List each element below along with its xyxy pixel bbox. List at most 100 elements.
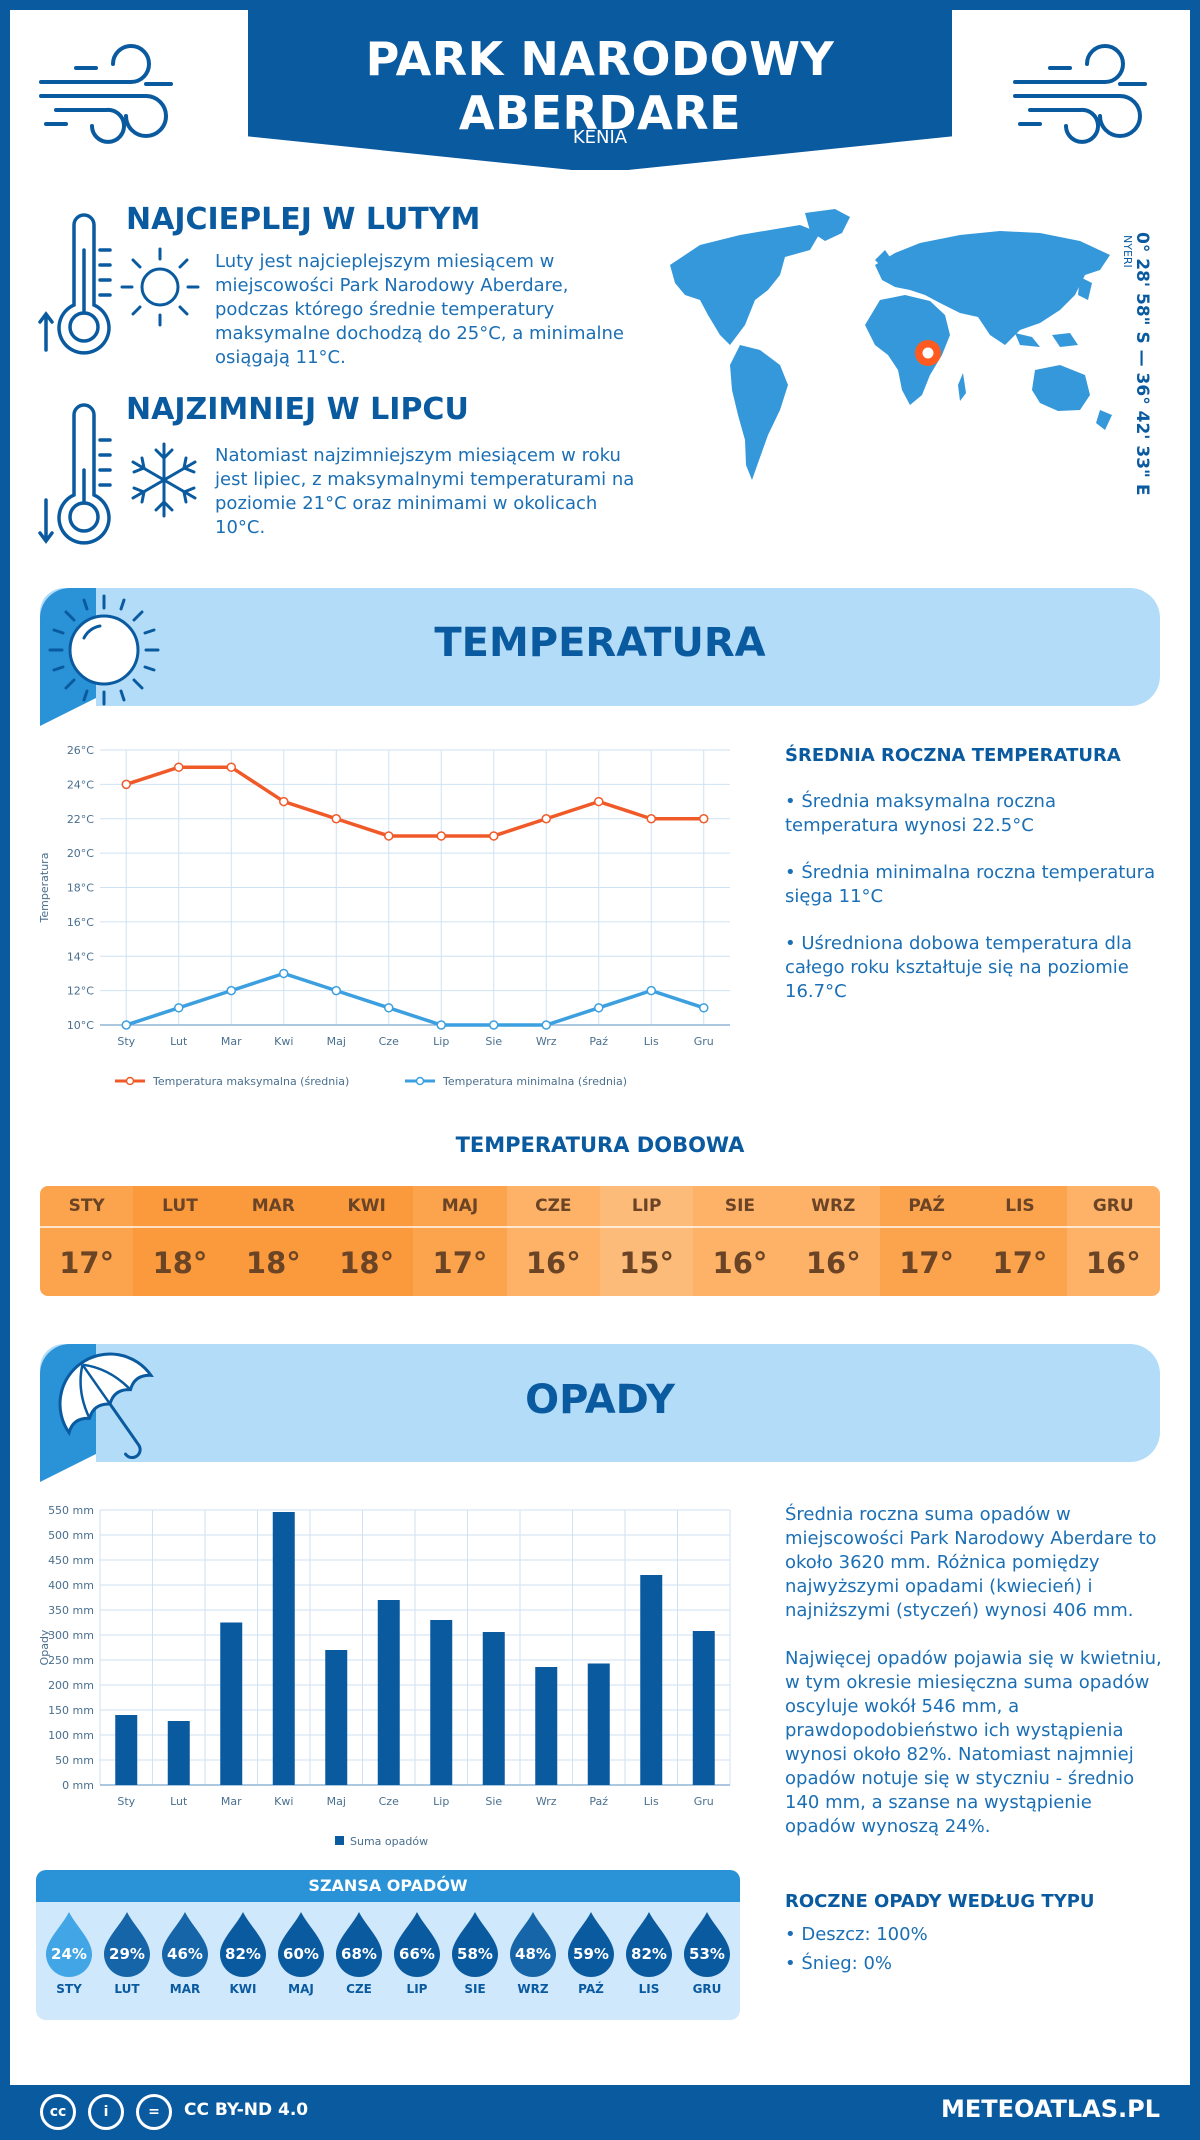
- max-temp-point: [541, 814, 551, 824]
- y-tick-label: 150 mm: [48, 1704, 94, 1717]
- raindrop-icon: 82%: [220, 1912, 266, 1977]
- raindrop-shape: [278, 1912, 324, 1977]
- precip-bar: [535, 1667, 558, 1785]
- raindrop-icon: 53%: [684, 1912, 730, 1977]
- min-temp-point: [279, 968, 289, 979]
- daily-temp-cell: CZE 16°: [506, 1186, 600, 1296]
- x-tick-label: Sty: [117, 1795, 135, 1808]
- precip-bar: [482, 1632, 505, 1785]
- daily-temp-month: STY: [68, 1196, 105, 1216]
- precip-chance-value: 82%: [631, 1945, 667, 1963]
- min-temp-line: [125, 971, 705, 1027]
- temperature-title: TEMPERATURA: [434, 620, 766, 666]
- min-temp-point: [489, 1020, 499, 1030]
- raindrop-icon: 66%: [394, 1912, 440, 1977]
- precip-rain-share: • Deszcz: 100%: [785, 1924, 928, 1945]
- precip-title: OPADY: [525, 1377, 675, 1423]
- x-tick-label: Lut: [170, 1795, 188, 1808]
- precip-detail-text: Najwięcej opadów pojawia się w kwietniu,…: [785, 1648, 1162, 1837]
- thermometer-cold-icon: [38, 403, 112, 545]
- x-tick-label: Mar: [221, 1795, 242, 1808]
- min-temp-point: [699, 1003, 709, 1013]
- daily-temp-value: 16°: [506, 1226, 600, 1296]
- max-temp-line: [125, 765, 704, 838]
- min-temp-point: [384, 1003, 394, 1013]
- legend-marker: [125, 1076, 135, 1086]
- raindrop-shape: [220, 1912, 266, 1977]
- temperature-banner: [40, 588, 1160, 706]
- wind-icon-right: [1013, 44, 1147, 144]
- x-tick-label: Mar: [221, 1035, 242, 1048]
- daily-temp-value: 17°: [413, 1226, 507, 1296]
- precip-bar: [167, 1721, 190, 1785]
- precip-bar: [692, 1631, 715, 1785]
- y-tick-label: 0 mm: [62, 1779, 94, 1792]
- warmest-title: NAJCIEPLEJ W LUTYM: [126, 202, 481, 237]
- daily-temp-cell: LIS 17°: [973, 1186, 1067, 1296]
- daily-temp-cell: LIP 15°: [599, 1186, 694, 1296]
- precip-type-title: ROCZNE OPADY WEDŁUG TYPU: [785, 1891, 1095, 1912]
- daily-temp-cell: KWI 18°: [319, 1186, 414, 1296]
- raindrop-shape: [394, 1912, 440, 1977]
- precip-chance-month: WRZ: [517, 1982, 549, 1996]
- max-temp-point: [174, 762, 184, 772]
- thermometer-warm-icon: [38, 213, 112, 355]
- daily-temp-month: LUT: [162, 1196, 198, 1216]
- x-tick-label: Kwi: [274, 1035, 293, 1048]
- precip-chance-month: LIS: [638, 1982, 660, 1996]
- temperature-chart: 10°C 12°C 14°C 16°C 18°C 20°C 22°C 24°C 26°C Sty L…: [38, 744, 730, 1088]
- daily-temp-value: 16°: [786, 1226, 880, 1296]
- site-link[interactable]: METEOATLAS.PL: [940, 2095, 1160, 2123]
- precip-chance-value: 48%: [515, 1945, 551, 1963]
- page-title: PARK NARODOWY ABERDARE: [365, 32, 835, 140]
- max-temp-point: [331, 814, 341, 824]
- precip-chance-item: 53% GRU: [678, 1910, 736, 1996]
- precip-snow-share: • Śnieg: 0%: [785, 1953, 893, 1974]
- y-tick-label: 100 mm: [48, 1729, 94, 1742]
- precip-chance-item: 68% CZE: [330, 1910, 388, 1996]
- precip-chance-value: 58%: [457, 1945, 493, 1963]
- x-tick-label: Lip: [433, 1795, 449, 1808]
- min-temp-point: [646, 985, 656, 996]
- precip-bar: [377, 1600, 400, 1785]
- precip-bar: [430, 1620, 453, 1785]
- no-derivatives-icon: =: [136, 2094, 172, 2130]
- precip-chance-value: 60%: [283, 1945, 319, 1963]
- precip-chance-item: 46% MAR: [156, 1910, 214, 1996]
- precip-bar: [220, 1622, 243, 1785]
- daily-temp-value: 18°: [226, 1226, 320, 1296]
- precip-chance-month: CZE: [346, 1982, 372, 1996]
- y-tick-label: 500 mm: [48, 1529, 94, 1542]
- daily-temp-cell: SIE 16°: [693, 1186, 787, 1296]
- coldest-title: NAJZIMNIEJ W LIPCU: [126, 392, 469, 427]
- daily-temp-month: MAJ: [441, 1196, 479, 1216]
- x-tick-label: Kwi: [274, 1795, 293, 1808]
- max-temp-point: [699, 814, 709, 824]
- daily-temp-cell: PAŹ 17°: [879, 1186, 974, 1296]
- daily-temp-cell: MAJ 17°: [413, 1186, 507, 1296]
- max-temp-point: [121, 779, 131, 790]
- max-temp-point: [279, 796, 289, 807]
- daily-temp-month: LIP: [631, 1196, 662, 1216]
- legend-marker: [415, 1076, 425, 1086]
- raindrop-shape: [626, 1912, 672, 1977]
- precip-chance-month: GRU: [692, 1982, 722, 1996]
- max-temp-point: [646, 814, 656, 824]
- y-tick-label: 400 mm: [48, 1579, 94, 1592]
- min-temp-point: [541, 1020, 551, 1030]
- x-tick-label: Lip: [433, 1035, 449, 1048]
- precip-chance-value: 29%: [109, 1945, 145, 1963]
- precip-chance-month: LUT: [114, 1982, 140, 1996]
- max-temp-point: [436, 831, 446, 841]
- daily-temp-value: 15°: [599, 1226, 694, 1296]
- raindrop-shape: [568, 1912, 614, 1977]
- precip-chance-month: SIE: [464, 1982, 486, 1996]
- raindrop-shape: [452, 1912, 498, 1977]
- precip-chance-item: 82% LIS: [620, 1910, 678, 1996]
- min-temp-point: [331, 985, 341, 996]
- raindrop-shape: [684, 1912, 730, 1977]
- precip-bar: [272, 1512, 295, 1785]
- annual-temp-title: ŚREDNIA ROCZNA TEMPERATURA: [785, 745, 1121, 766]
- daily-temp-month: PAŹ: [908, 1196, 945, 1216]
- precip-chance-value: 59%: [573, 1945, 609, 1963]
